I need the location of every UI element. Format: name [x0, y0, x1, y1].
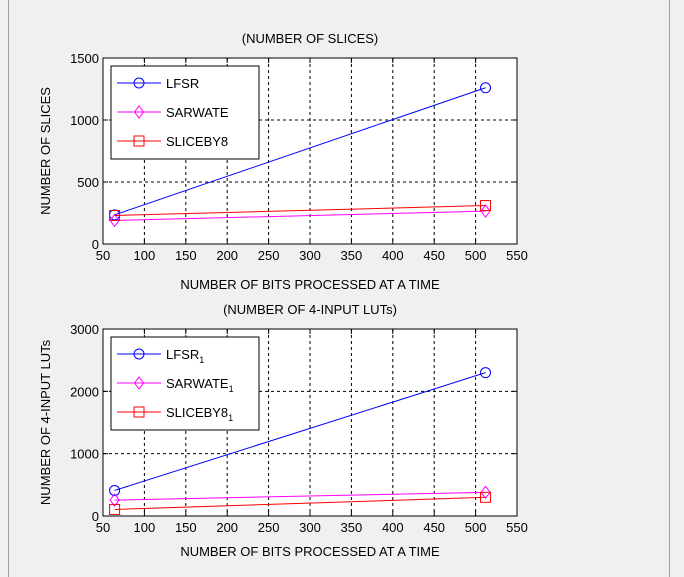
x-tick-label: 450	[423, 520, 445, 535]
legend: LFSR SARWATE SLICEBY8	[110, 65, 260, 160]
data-point-sarwate	[480, 204, 491, 218]
data-point-lfsr	[480, 82, 492, 94]
y-axis-label: NUMBER OF SLICES	[38, 87, 53, 215]
y-tick-label: 0	[92, 509, 99, 524]
data-point-sliceby8	[109, 503, 121, 515]
x-tick-label: 350	[341, 248, 363, 263]
y-tick-label: 500	[77, 175, 99, 190]
legend-marker-sliceby8	[133, 406, 145, 418]
series-line-lfsr	[114, 87, 486, 216]
y-tick-label: 1000	[70, 113, 99, 128]
y-tick-label: 3000	[70, 322, 99, 337]
y-tick-label: 1000	[70, 447, 99, 462]
axis-ticks: 50 100 150 200 250 300 350 400 450 500 550 0 1000 200…	[70, 322, 528, 535]
x-tick-label: 500	[465, 248, 487, 263]
data-point-sliceby8	[480, 491, 492, 503]
x-tick-label: 550	[506, 520, 528, 535]
legend-label-sliceby8: SLICEBY8	[166, 134, 228, 149]
x-axis-label: NUMBER OF BITS PROCESSED AT A TIME	[180, 277, 440, 292]
x-tick-label: 50	[96, 520, 110, 535]
legend-label-sarwate: SARWATE1	[166, 376, 234, 394]
legend-marker-sliceby8	[133, 135, 145, 147]
legend-label-lfsr: LFSR1	[166, 347, 204, 365]
x-tick-label: 400	[382, 248, 404, 263]
series-line-sarwate	[114, 210, 486, 221]
x-tick-label: 350	[341, 520, 363, 535]
x-tick-label: 200	[216, 520, 238, 535]
x-tick-label: 150	[175, 248, 197, 263]
x-tick-label: 100	[134, 248, 156, 263]
y-tick-label: 0	[92, 237, 99, 252]
legend-marker-sarwate	[133, 376, 145, 390]
x-tick-label: 150	[175, 520, 197, 535]
x-tick-label: 500	[465, 520, 487, 535]
data-point-sarwate	[480, 485, 491, 500]
legend-label-lfsr: LFSR	[166, 76, 199, 91]
data-point-sarwate	[109, 493, 120, 507]
data-point-sarwate	[109, 213, 120, 228]
y-tick-label: 1500	[70, 51, 99, 66]
series-line-sliceby8	[114, 205, 486, 216]
chart-title: (NUMBER OF SLICES)	[242, 31, 379, 46]
slices-chart: 50 100 150 200 250 300 350 400 450 500 550 0 500 1000…	[38, 31, 528, 292]
luts-chart: 50 100 150 200 250 300 350 400 450 500 550 0 1000 200…	[38, 302, 528, 559]
y-tick-label: 2000	[70, 384, 99, 399]
x-tick-label: 300	[299, 520, 321, 535]
legend: LFSR1 SARWATE1 SLICEBY81	[110, 336, 260, 431]
chart-title: (NUMBER OF 4-INPUT LUTs)	[223, 302, 397, 317]
x-tick-label: 400	[382, 520, 404, 535]
data-point-sliceby8	[109, 209, 121, 221]
axis-ticks: 50 100 150 200 250 300 350 400 450 500 550 0 500 1000…	[70, 51, 528, 263]
x-tick-label: 250	[258, 248, 280, 263]
x-tick-label: 250	[258, 520, 280, 535]
data-point-sliceby8	[480, 200, 492, 212]
series-line-sliceby8	[114, 496, 486, 510]
legend-marker-sarwate	[133, 105, 145, 119]
x-tick-label: 100	[134, 520, 156, 535]
x-tick-label: 50	[96, 248, 110, 263]
x-tick-label: 550	[506, 248, 528, 263]
x-tick-label: 200	[216, 248, 238, 263]
x-tick-label: 300	[299, 248, 321, 263]
legend-label-sarwate: SARWATE	[166, 105, 229, 120]
series-line-sarwate	[114, 491, 486, 501]
x-tick-label: 450	[423, 248, 445, 263]
data-series	[109, 367, 492, 515]
series-line-lfsr	[114, 372, 486, 491]
data-point-lfsr	[480, 367, 492, 379]
legend-label-sliceby8: SLICEBY81	[166, 405, 233, 423]
y-axis-label: NUMBER OF 4-INPUT LUTs	[38, 339, 53, 505]
x-axis-label: NUMBER OF BITS PROCESSED AT A TIME	[180, 544, 440, 559]
legend-marker-lfsr	[133, 348, 145, 360]
data-series	[109, 82, 492, 228]
data-point-lfsr	[109, 484, 121, 496]
legend-marker-lfsr	[133, 77, 145, 89]
